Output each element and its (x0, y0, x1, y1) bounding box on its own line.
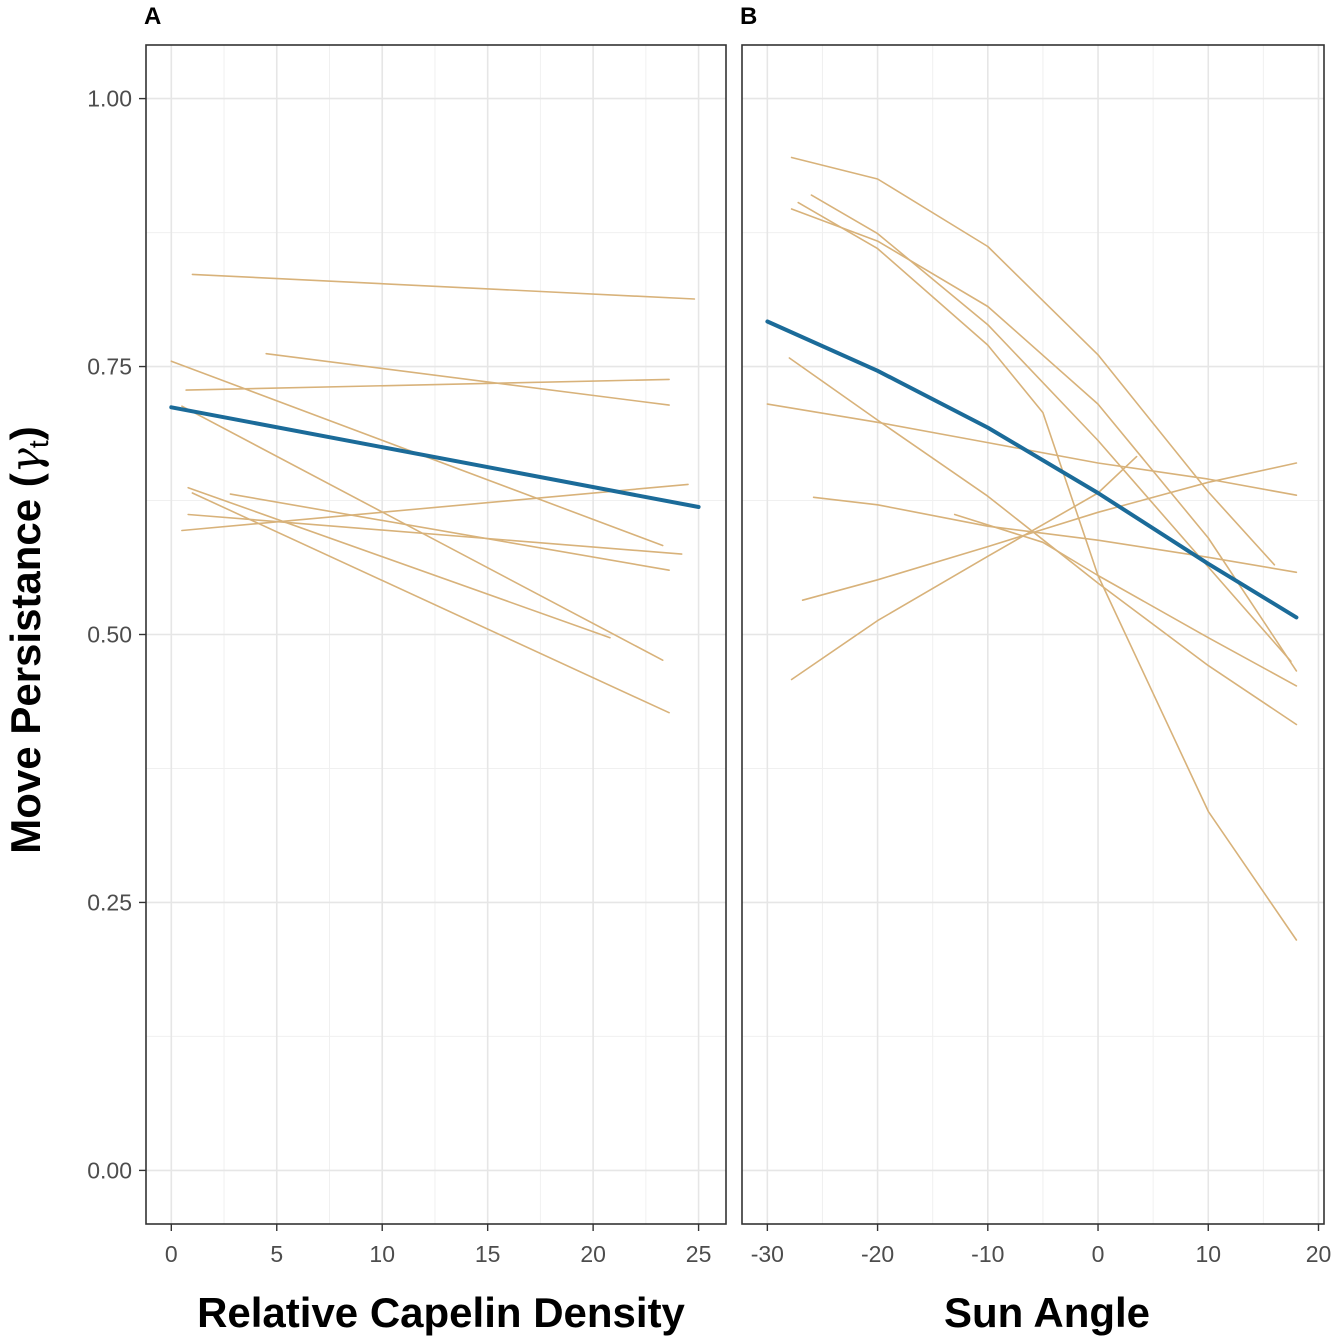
y-tick-label: 0.25 (87, 889, 132, 915)
panel-a: A 0.00 0.25 0.50 0.75 1.00 0 5 10 15 20 25 Relati… (87, 3, 727, 1336)
x-tick-label: -10 (971, 1241, 1004, 1267)
panel-b-population-line (765, 319, 1299, 620)
panel-b-border (741, 44, 1325, 1225)
panel-a-x-axis-title: Relative Capelin Density (197, 1289, 685, 1336)
panel-a-individual-line-7 (229, 493, 670, 572)
x-tick-label: 20 (1306, 1241, 1332, 1267)
panel-a-individual-line-3 (185, 378, 670, 391)
x-tick-label: -20 (861, 1241, 894, 1267)
x-tick-label: 15 (475, 1241, 501, 1267)
x-tick-label: 5 (270, 1241, 283, 1267)
panel-a-grid (146, 45, 726, 1224)
panel-b-individual-line-5 (766, 403, 1298, 497)
panel-b-individual-lines (766, 156, 1298, 941)
panel-a-individual-line-10 (191, 492, 670, 714)
panel-a-individual-line-6 (187, 513, 683, 555)
panel-b-individual-line-6 (788, 357, 1298, 726)
y-axis-title-close: ) (2, 426, 49, 440)
x-tick-label: 20 (580, 1241, 606, 1267)
panel-a-individual-line-5 (181, 483, 689, 532)
panel-a-y-ticks: 0.00 0.25 0.50 0.75 1.00 (87, 86, 146, 1183)
panel-b-individual-line-10 (790, 455, 1138, 681)
panel-b: B -30 -20 -10 0 10 20 Sun Angle (740, 3, 1331, 1336)
panel-a-population-line (169, 405, 701, 509)
y-tick-label: 0.50 (87, 622, 132, 648)
y-axis-title-subscript: t (23, 440, 54, 448)
panel-a-population-line (169, 405, 701, 509)
panel-a-x-ticks: 0 5 10 15 20 25 (165, 1224, 711, 1267)
x-tick-label: 10 (369, 1241, 395, 1267)
panel-b-x-axis-title: Sun Angle (944, 1289, 1150, 1336)
panel-a-individual-line-8 (181, 405, 664, 662)
panel-a-individual-line-9 (187, 486, 611, 639)
panel-a-individual-lines (170, 273, 696, 714)
panel-b-individual-line-8 (953, 513, 1298, 687)
panel-b-letter: B (740, 3, 757, 30)
panel-b-individual-line-7 (812, 496, 1298, 574)
x-tick-label: 10 (1195, 1241, 1221, 1267)
y-tick-label: 0.75 (87, 354, 132, 380)
x-tick-label: 0 (1092, 1241, 1105, 1267)
x-tick-label: 25 (686, 1241, 712, 1267)
panel-a-letter: A (144, 3, 161, 30)
y-tick-label: 1.00 (87, 86, 132, 112)
panel-b-population-line (765, 319, 1299, 620)
y-axis-title: Move Persistance (γt) (1, 426, 54, 853)
panel-b-x-ticks: -30 -20 -10 0 10 20 (751, 1224, 1332, 1267)
y-axis-title-main: Move Persistance ( (2, 473, 49, 854)
y-tick-label: 0.00 (87, 1157, 132, 1183)
y-axis-title-symbol: γ (1, 447, 50, 473)
panel-b-individual-line-9 (801, 462, 1298, 602)
panel-b-individual-line-3 (810, 194, 1292, 663)
panel-a-individual-line-1 (191, 273, 696, 300)
panel-a-individual-line-2 (265, 352, 670, 406)
x-tick-label: 0 (165, 1241, 178, 1267)
x-tick-label: -30 (751, 1241, 784, 1267)
panel-b-individual-line-4 (797, 201, 1298, 941)
panel-b-individual-line-1 (790, 156, 1276, 566)
